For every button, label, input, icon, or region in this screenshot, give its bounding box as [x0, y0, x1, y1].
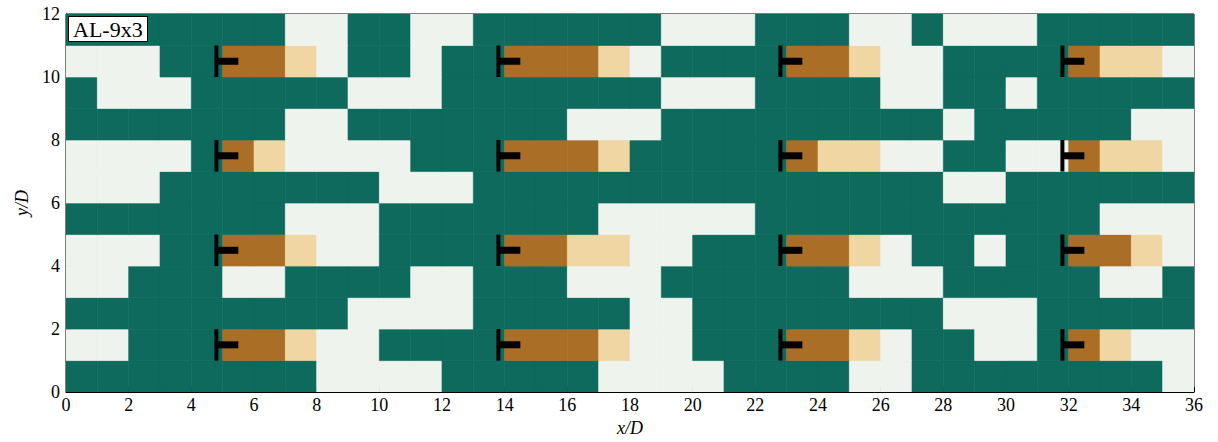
svg-text:12: 12	[42, 4, 60, 24]
svg-text:24: 24	[809, 395, 827, 415]
svg-text:18: 18	[621, 395, 639, 415]
svg-text:12: 12	[433, 395, 451, 415]
svg-text:10: 10	[42, 67, 60, 87]
svg-text:26: 26	[872, 395, 890, 415]
svg-text:36: 36	[1185, 395, 1203, 415]
svg-text:20: 20	[684, 395, 702, 415]
svg-text:4: 4	[187, 395, 196, 415]
svg-text:8: 8	[51, 130, 60, 150]
svg-text:8: 8	[312, 395, 321, 415]
svg-text:30: 30	[997, 395, 1015, 415]
svg-text:0: 0	[51, 382, 60, 402]
svg-text:4: 4	[51, 256, 60, 276]
svg-text:16: 16	[558, 395, 576, 415]
svg-text:2: 2	[124, 395, 133, 415]
svg-text:22: 22	[746, 395, 764, 415]
svg-text:32: 32	[1060, 395, 1078, 415]
svg-text:y/D: y/D	[12, 190, 32, 218]
svg-text:2: 2	[51, 319, 60, 339]
svg-text:6: 6	[250, 395, 259, 415]
svg-text:28: 28	[934, 395, 952, 415]
svg-text:x/D: x/D	[616, 418, 643, 438]
svg-text:AL-9x3: AL-9x3	[73, 17, 143, 42]
svg-text:0: 0	[62, 395, 71, 415]
svg-text:10: 10	[370, 395, 388, 415]
svg-text:6: 6	[51, 193, 60, 213]
svg-text:14: 14	[496, 395, 514, 415]
svg-text:34: 34	[1122, 395, 1140, 415]
